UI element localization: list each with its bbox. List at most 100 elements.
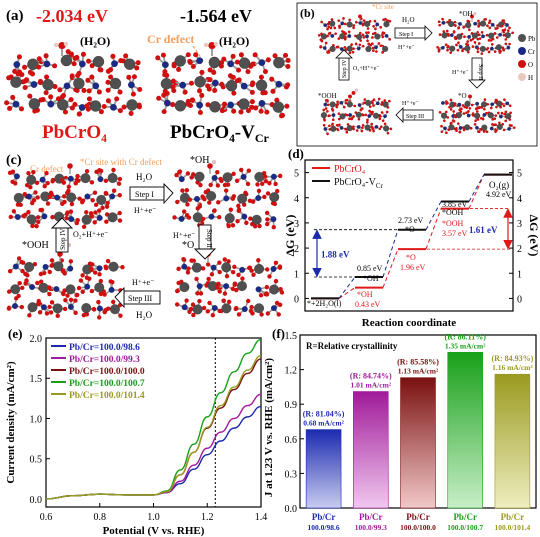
f-category-line2-0: 100.0/98.6 [308,523,340,532]
d-black-oh-value: 0.85 eV [357,264,383,273]
f-bar-0 [305,429,342,509]
crystal-slab [174,257,285,318]
e-legend-label-1: Pb/Cr=100.0/99.3 [69,355,140,365]
panel-f-chart: (f) R=Relative crystallinity 0.0 0.3 0.6 0.9 1… [263,326,537,532]
d-xlabel: Reaction coordinate [362,317,457,329]
d-ytick-left: 5 [294,169,299,180]
f-category-line2-1: 100.0/99.3 [355,523,387,532]
e-xtick: 1.0 [147,512,160,523]
legend-o-swatch [518,60,526,68]
f-r-label-2: (R: 85.58%) [397,358,439,367]
f-category-line1-4: Pb/Cr [501,512,525,522]
legend-cr-swatch [518,47,526,55]
f-value-label-0: 0.68 mA/cm² [303,419,344,428]
e-ytick: 0.0 [30,495,43,506]
cr-site-label: *Cr site [372,3,394,11]
f-value-label-2: 1.13 mA/cm² [398,367,439,376]
adsorbate-ooh [348,88,358,102]
d-ytick-right: 4 [517,194,522,205]
f-category-line1-2: Pb/Cr [406,512,430,522]
legend-o-label: O [528,61,533,69]
d-gap-black-label: 1.88 eV [321,249,350,259]
f-ytick: 0.0 [285,504,298,515]
adsorbate-oh [470,12,477,22]
panel-a: (a) -2.034 eV -1.564 eV (H₂O) (H₂O) Cr d… [4,6,291,145]
f-ytick: 1.5 [285,331,298,342]
d-red-oh-label: *OH [357,290,373,299]
f-category-line2-3: 100.0/100.7 [447,523,483,532]
panel-c: (c) Cr defect *Cr site with Cr defect *O… [6,153,285,320]
f-ytick: 0.6 [285,435,298,446]
legend-cr-label: Cr [528,48,536,56]
d-ytick-right: 2 [517,244,522,255]
svg-text:H⁺+e⁻: H⁺+e⁻ [173,231,195,240]
d-connector-0-2 [425,208,442,250]
d-red-o-label: *O [406,253,416,262]
d-red-oh-value: 0.43 eV [355,300,381,309]
svg-text:O₂+H⁺+e⁻: O₂+H⁺+e⁻ [353,66,380,72]
svg-text:Step IV: Step IV [342,59,348,78]
d-end-label: O₂(g) [489,180,509,190]
d-connector-0-0 [338,287,356,299]
reaction-cycle-pbcro4 [317,12,516,136]
f-bar-1 [353,391,389,509]
b-o: *O [458,92,467,100]
svg-text:H⁺+e⁻: H⁺+e⁻ [402,101,419,107]
e-panel-label: (e) [8,326,22,341]
d-connector-1-1 [382,229,399,278]
d-ylabel: ΔG (eV) [283,215,297,257]
d-connector-1-0 [338,276,356,299]
d-red-ooh-label: *OOH [442,219,464,228]
d-black-o-value: 2.73 eV [398,216,424,225]
b-oh: *OH [459,10,473,18]
f-category-line1-1: Pb/Cr [359,512,383,522]
b-ooh: *OOH [318,92,337,100]
c-oh: *OH [190,155,209,166]
reaction-cycle-pbcro4-vcr [6,160,285,320]
crystal-structure-pbcro4-vcr [155,41,291,119]
e-ytick: 1.5 [30,374,43,385]
svg-text:Step III: Step III [406,114,424,120]
d-ytick-left: 4 [294,194,299,205]
f-ytick: 1.2 [285,366,298,377]
svg-text:Step II: Step II [477,64,483,80]
f-bar-3 [447,351,483,509]
svg-text:H₂O: H₂O [402,16,415,24]
f-subtitle: R=Relative crystallinity [306,341,398,351]
d-ytick-right: 3 [517,219,522,230]
svg-text:H₂O: H₂O [136,172,153,182]
svg-text:Step I: Step I [399,32,413,38]
d-black-ooh-label: *OOH [442,208,464,217]
energy-left: -2.034 eV [36,6,108,26]
f-value-label-3: 1.35 mA/cm² [445,341,486,350]
f-r-label-4: (R: 84.93%) [492,354,534,363]
svg-text:Step II: Step II [205,229,213,249]
water-left: (H₂O) [80,34,110,48]
e-legend-label-3: Pb/Cr=100.0/100.7 [69,379,145,389]
f-category-line2-2: 100.0/100.0 [400,523,436,532]
f-panel-label: (f) [272,326,285,341]
d-black-oh-label: *OH [363,274,379,283]
crystal-slab [436,17,514,55]
f-value-label-1: 1.01 mA/cm² [351,381,392,390]
legend-h-swatch [518,73,526,81]
crystal-slab [320,97,393,136]
d-plot-frame [304,159,514,312]
f-r-label-3: (R: 86.11%) [445,332,487,341]
d-black-o-label: *O [405,225,415,234]
f-ytick: 0.3 [285,469,298,480]
water-right: (H₂O) [219,34,249,48]
adsorbate-bare [358,14,362,22]
panel-e-chart: (e) 0.6 0.8 1.0 1.2 1.4 0.0 0.5 1.0 1.5 2.0 Potenti… [5,326,267,537]
panel-c-label: (c) [6,153,22,168]
svg-text:O₂+H⁺+e⁻: O₂+H⁺+e⁻ [73,230,108,239]
d-end-value: 4.92 eV [486,190,512,199]
f-value-label-4: 1.16 mA/cm² [492,363,533,372]
atom-legend: Pb Cr OH [518,34,536,82]
adsorbate-bare [67,163,73,174]
panel-b-label: (b) [300,6,315,20]
legend-pb-label: Pb [528,35,536,43]
svg-text:Step I: Step I [135,190,154,199]
crystal-slab [172,167,283,230]
e-xlabel: Potential (V vs. RHE) [103,525,205,537]
